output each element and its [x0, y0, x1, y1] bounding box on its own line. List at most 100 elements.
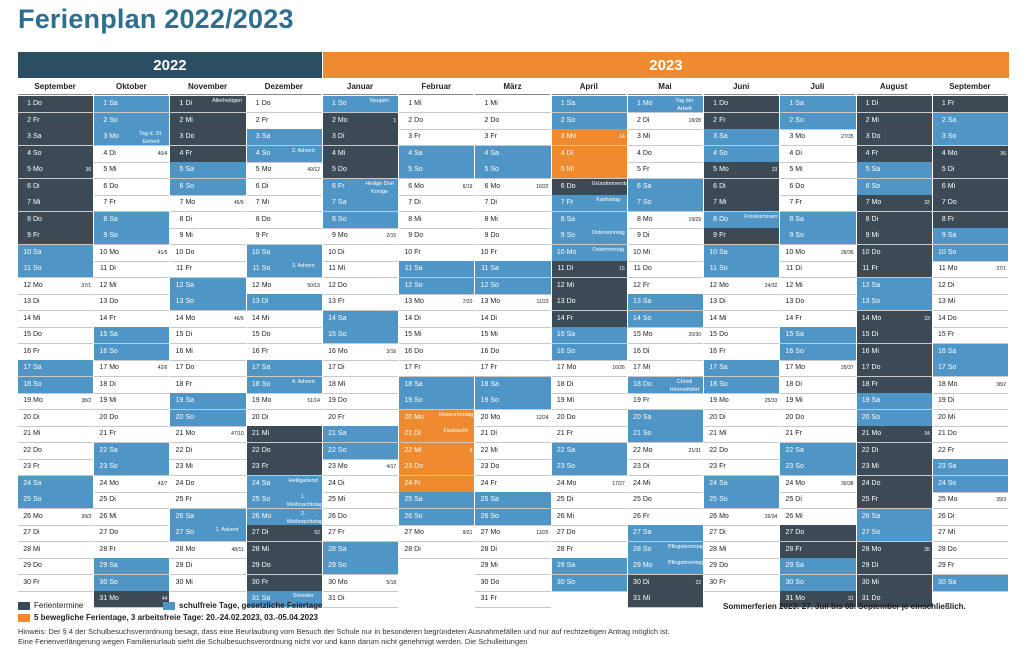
day-cell: 14 Mo 33 [856, 310, 932, 328]
weekday: Sa [642, 529, 652, 536]
day-number: 31 [99, 595, 108, 602]
day-number: 4 [255, 149, 260, 157]
day-cell: 18 Mo 38/2 [932, 377, 1008, 394]
weekday: Fr [490, 133, 497, 140]
week-number: 36 [85, 167, 92, 173]
legend-label-sommer: Sommerferien 2023: 27. Juli bis 08. Sept… [723, 602, 966, 611]
day-cell: 23 Fr [18, 459, 94, 476]
day-number: 3 [713, 133, 718, 140]
day-number: 18 [556, 380, 565, 388]
weekday: So [566, 578, 576, 586]
day-cell: 27 Mo 9/21 [399, 525, 475, 542]
day-number: 20 [937, 413, 946, 421]
day-cell: 26 Fr [627, 509, 704, 526]
week-number: 4/17 [386, 464, 397, 470]
month-header: August [856, 80, 931, 95]
day-cell: 13 Mo 11/23 [475, 294, 551, 311]
day-cell: 13 So [170, 294, 246, 311]
weekday: Do [414, 116, 424, 124]
day-cell: 18 Di [551, 377, 627, 394]
day-number: 16 [861, 347, 870, 355]
day-number: 29 [937, 562, 946, 569]
weekday: Di [414, 199, 421, 206]
day-cell: 21 Fr [94, 426, 170, 443]
weekday: Sa [795, 100, 804, 107]
week-number: 50/13 [307, 282, 320, 289]
weekday: Mi [490, 331, 498, 338]
weekday: Fr [490, 595, 497, 602]
weekday: Mo [261, 166, 272, 173]
weekday: So [490, 397, 499, 404]
holiday-name: 1. Weihnachtstag [286, 494, 322, 508]
day-number: 11 [252, 265, 260, 272]
day-number: 30 [785, 578, 794, 586]
day-cell: 22 Mi [475, 443, 551, 460]
day-number: 14 [175, 314, 184, 322]
day-number: 29 [861, 562, 870, 569]
day-number: 19 [328, 397, 336, 404]
weekday: Mi [490, 100, 498, 107]
weekday: Fr [109, 430, 116, 437]
week-number: 16/26 [612, 365, 625, 371]
day-cell: 10 Sa [704, 244, 780, 262]
day-number: 3 [179, 133, 184, 140]
day-number: 13 [785, 298, 794, 305]
day-number: 15 [99, 331, 108, 338]
day-cell: 13 Sa [627, 294, 704, 311]
weekday: Di [33, 529, 40, 536]
day-number: 18 [633, 380, 641, 388]
day-cell: 1 Do [18, 96, 94, 113]
weekday: Mi [33, 314, 41, 322]
weekday: Di [947, 166, 955, 173]
day-number: 30 [23, 578, 31, 586]
weekday: Do [185, 133, 195, 140]
day-number: 17 [633, 364, 641, 371]
weekday: Di [642, 232, 650, 239]
day-cell: 8 Di [170, 212, 246, 229]
weekday: Sa [566, 100, 576, 107]
day-cell: 18 Fr [170, 377, 246, 394]
weekday: Mi [414, 215, 422, 223]
weekday: So [871, 182, 881, 190]
day-number: 11 [938, 265, 946, 272]
day-cell: 5 Sa [170, 162, 246, 179]
day-cell: 11 Sa [399, 261, 475, 278]
day-number: 17 [404, 364, 413, 371]
day-cell: 8 Di [856, 211, 932, 229]
day-cell: 15 Sa [551, 327, 627, 344]
day-cell: 2 Do [399, 113, 475, 130]
day-number: 21 [709, 430, 718, 437]
day-cell: 5 Do [322, 162, 399, 179]
year-bar-2022: 2022 [18, 52, 322, 78]
holiday-name: Tag d. Dt. Einheit [139, 131, 163, 145]
day-number: 17 [709, 364, 718, 371]
day-number: 13 [480, 298, 489, 305]
weekday: Di [337, 479, 345, 487]
day-number: 24 [785, 479, 794, 487]
day-cell: 20 Do [94, 410, 170, 427]
day-number: 16 [99, 347, 108, 355]
day-cell: 24 Mo 17/27 [551, 476, 627, 493]
day-number: 24 [99, 479, 108, 487]
day-number: 22 [785, 446, 794, 454]
weekday: Sa [337, 545, 347, 553]
day-cell: 18 Sa [399, 376, 475, 394]
day-number: 10 [251, 248, 260, 256]
weekday: Sa [566, 215, 576, 223]
day-cell: 26 Sa [856, 508, 932, 526]
day-number: 6 [103, 182, 108, 190]
weekday: Fr [337, 298, 345, 305]
day-number: 7 [103, 199, 108, 206]
holiday-name: Tag der Arbeit [675, 98, 694, 112]
day-cell: 25 Sa [475, 492, 551, 509]
day-cell: 31 Fr [475, 591, 551, 608]
weekday: Sa [261, 133, 271, 140]
day-number: 3 [484, 133, 489, 140]
weekday: Di [795, 380, 802, 388]
weekday: So [871, 298, 881, 305]
day-number: 26 [709, 512, 718, 520]
day-cell: 22 Do [246, 442, 322, 460]
weekday: So [185, 298, 195, 305]
day-cell: 6 So [856, 178, 932, 196]
day-cell: 23 Fr [704, 459, 780, 476]
